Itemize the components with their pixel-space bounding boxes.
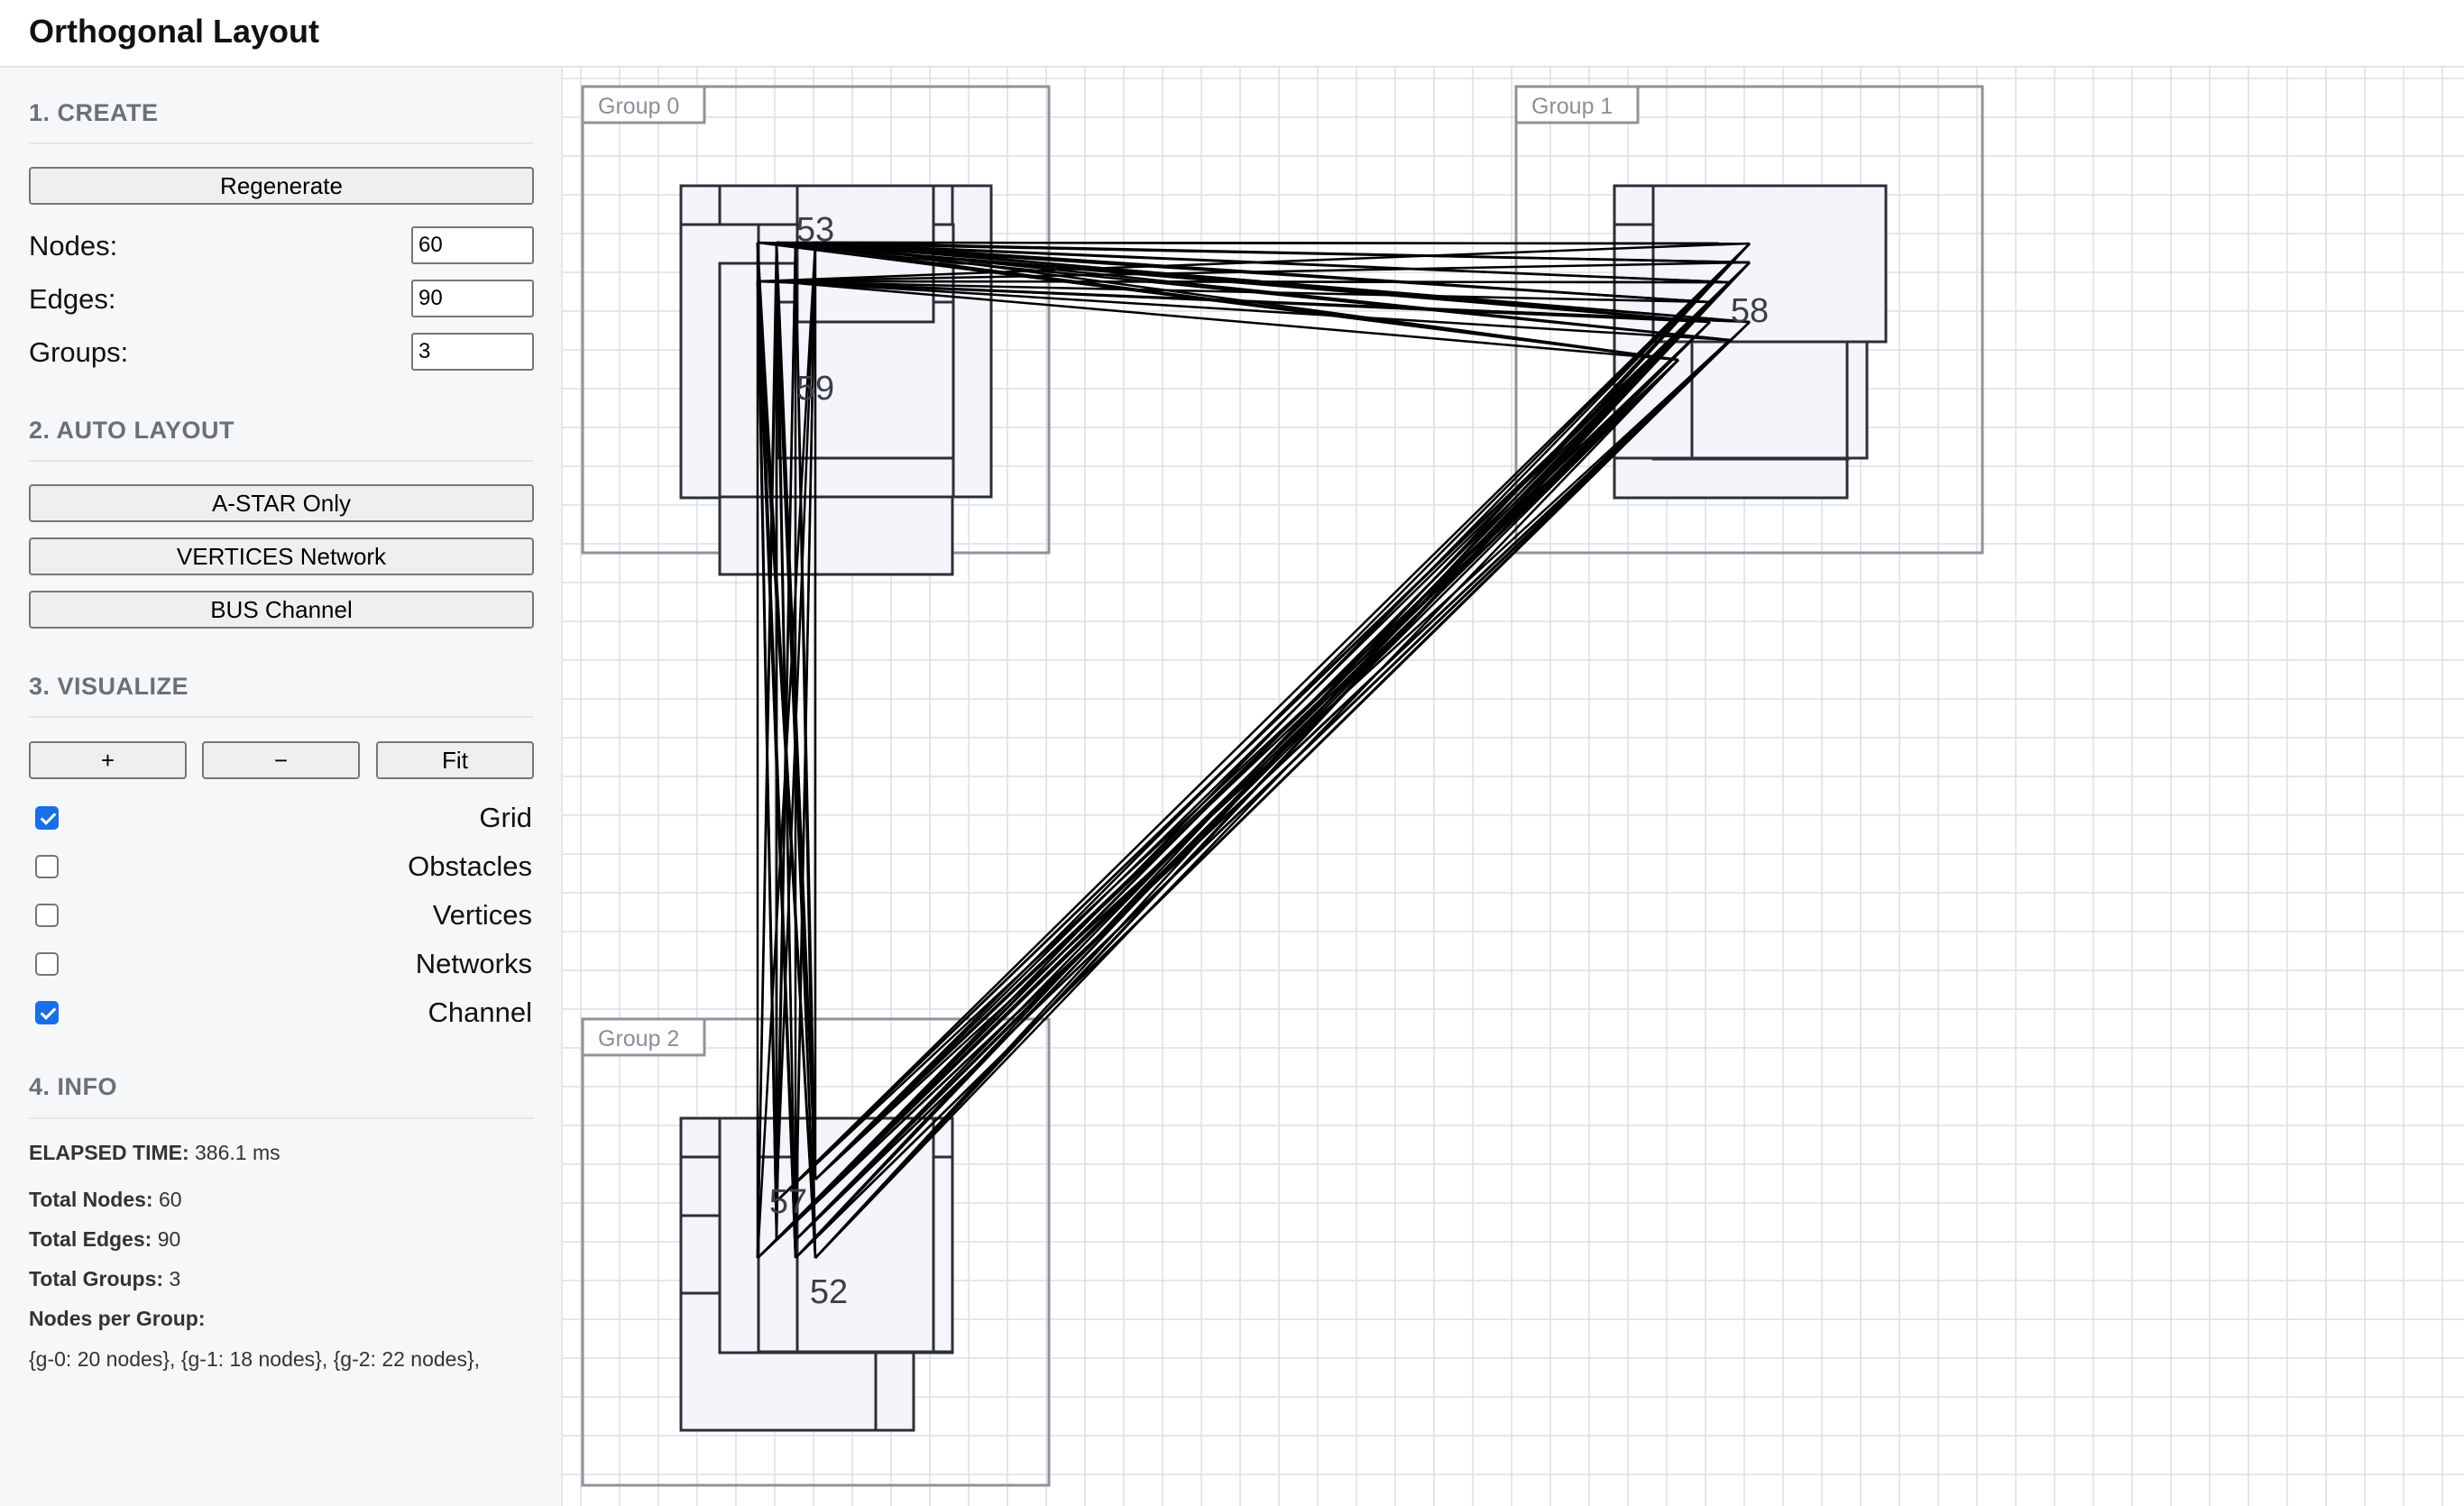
node-label: 53 [796,211,834,249]
graph-edge [776,243,1751,1241]
grid-toggle-label: Grid [479,802,532,833]
nodes-per-group-info: Nodes per Group: [29,1307,206,1331]
app-header: Orthogonal Layout [0,0,2464,68]
graph-edge [814,359,1679,1259]
graph-edge [757,242,1751,283]
graph-edge [795,321,1711,1241]
channel-checkbox[interactable] [35,1001,59,1024]
elapsed-time-value: 386.1 ms [195,1141,280,1164]
edge-layer [756,241,1751,1259]
graph-node [679,1214,722,1295]
group-label: Group 2 [598,1026,679,1051]
group-tab [581,1017,706,1057]
networks-toggle-label: Networks [415,948,532,979]
graph-edge [757,280,1751,324]
zoom-in-button[interactable]: + [29,741,187,779]
section-divider [29,716,534,718]
graph-edge [795,321,1751,1259]
obstacles-checkbox[interactable] [35,855,59,878]
section-divider [29,1117,534,1119]
edges-label: Edges: [29,283,116,315]
total-nodes-key: Total Nodes: [29,1188,153,1211]
networks-checkbox[interactable] [35,952,59,976]
total-nodes-info: Total Nodes: 60 [29,1188,182,1212]
sidebar: 1. CREATE Regenerate Nodes: Edges: Group… [0,68,563,1506]
edges-input[interactable] [411,280,534,317]
vertices-toggle-label: Vertices [432,899,532,931]
info-section-title: 4. INFO [29,1073,118,1100]
astar-only-button[interactable]: A-STAR Only [29,484,534,522]
graph-edge [776,280,1679,362]
graph-edge [756,280,778,1202]
graph-edge [776,339,1731,1241]
total-groups-value: 3 [169,1267,181,1290]
nodes-per-group-key: Nodes per Group: [29,1307,206,1330]
total-groups-key: Total Groups: [29,1267,164,1290]
graph-edge [757,261,1751,283]
zoom-out-button[interactable]: − [202,741,360,779]
section-divider [29,142,534,144]
vertices-checkbox[interactable] [35,904,59,927]
node-label: 58 [1731,292,1769,330]
graph-edge [757,280,1711,304]
total-groups-info: Total Groups: 3 [29,1267,180,1291]
regenerate-button[interactable]: Regenerate [29,167,534,205]
graph-edge [775,280,817,1259]
graph-edge [756,280,797,1241]
total-edges-key: Total Edges: [29,1227,152,1251]
group-tab [1514,85,1640,124]
create-section-title: 1. CREATE [29,99,159,126]
graph-edge [814,243,1751,1180]
diagram-canvas[interactable]: Group 0 Group 1 Group 2 53 59 58 57 52 [563,68,2464,1506]
graph-edge [776,243,1751,1202]
bus-channel-button[interactable]: BUS Channel [29,591,534,629]
nodes-per-group-value: {g-0: 20 nodes}, {g-1: 18 nodes}, {g-2: … [29,1347,481,1371]
node-label: 57 [769,1183,807,1221]
group-label: Group 1 [1531,94,1613,119]
node-label: 52 [810,1273,848,1311]
graph-edge [776,280,1731,342]
groups-label: Groups: [29,336,129,368]
graph-edge [794,242,817,1259]
group-tab [581,85,706,124]
graph-edge [757,280,1731,284]
label-layer: 53 59 58 57 52 [769,211,1769,1311]
graph-edge [756,280,817,1259]
group-label: Group 0 [598,94,679,119]
nodes-input[interactable] [411,226,534,264]
total-edges-info: Total Edges: 90 [29,1227,180,1252]
graph-edge [814,262,1751,1259]
channel-toggle-label: Channel [428,996,532,1028]
nodes-label: Nodes: [29,230,118,262]
vertices-network-button[interactable]: VERTICES Network [29,537,534,575]
grid-checkbox[interactable] [35,806,59,830]
total-nodes-value: 60 [158,1188,182,1211]
graph-edge [795,281,1731,1241]
total-edges-value: 90 [157,1227,181,1251]
section-divider [29,460,534,462]
graph-edge [795,321,1751,1241]
elapsed-time-info: ELAPSED TIME: 386.1 ms [29,1141,280,1165]
groups-input[interactable] [411,333,534,371]
node-label: 59 [796,370,834,408]
visualize-section-title: 3. VISUALIZE [29,673,189,700]
graph-edge [776,262,1751,1241]
auto-layout-section-title: 2. AUTO LAYOUT [29,417,235,444]
graph-edge [814,241,1751,264]
obstacles-toggle-label: Obstacles [408,850,532,882]
fit-button[interactable]: Fit [376,741,534,779]
elapsed-time-key: ELAPSED TIME: [29,1141,189,1164]
app-title: Orthogonal Layout [29,13,319,50]
diagram-svg[interactable]: Group 0 Group 1 Group 2 53 59 58 57 52 [563,68,2464,1506]
